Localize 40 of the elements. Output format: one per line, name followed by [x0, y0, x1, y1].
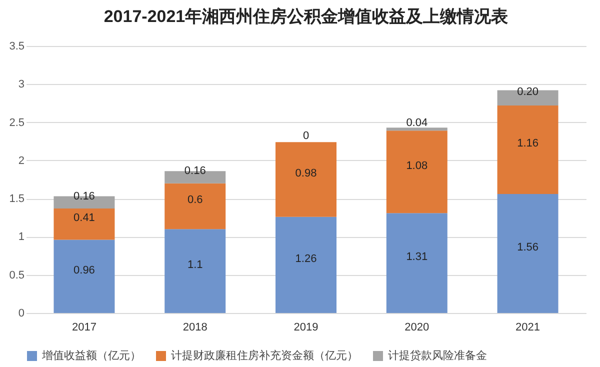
- data-label: 0.04: [406, 117, 428, 130]
- y-tick-label: 0: [18, 308, 24, 320]
- legend-label: 计提财政廉租住房补充资金额（亿元）: [171, 349, 358, 362]
- data-label: 1.31: [406, 251, 428, 264]
- bar: [386, 213, 448, 313]
- data-label: 1.16: [517, 138, 538, 150]
- x-tick-label: 2019: [294, 322, 318, 334]
- bar: [54, 240, 115, 313]
- x-tick-label: 2018: [182, 322, 208, 334]
- data-label: 0.41: [74, 212, 95, 224]
- y-tick-label: 3: [18, 78, 24, 91]
- y-tick-label: 2.5: [9, 116, 24, 129]
- bar: [54, 208, 115, 240]
- legend-label: 计提贷款风险准备金: [388, 349, 487, 362]
- data-label: 1.1: [187, 259, 203, 272]
- y-tick-label: 2: [18, 154, 24, 167]
- bar: [497, 106, 558, 194]
- x-tick-label: 2017: [72, 322, 96, 334]
- data-label: 0: [302, 130, 310, 142]
- bar: [164, 183, 226, 230]
- bar: [386, 130, 448, 214]
- chart-title: 2017-2021年湘西州住房公积金增值收益及上缴情况表: [104, 7, 510, 26]
- y-tick-label: 3.5: [9, 40, 24, 52]
- bar: [386, 128, 448, 131]
- bar: [276, 216, 336, 313]
- data-label: 0.98: [295, 168, 317, 180]
- bar: [276, 142, 336, 217]
- data-label: 0.6: [187, 194, 203, 206]
- bar: [497, 194, 558, 313]
- data-label: 1.26: [295, 252, 317, 265]
- bar: [164, 229, 226, 313]
- y-tick-label: 0.5: [9, 269, 24, 282]
- y-tick-label: 1.5: [9, 193, 24, 206]
- data-label: 1.08: [406, 160, 428, 172]
- data-label: 0.96: [74, 264, 95, 276]
- y-tick-label: 1: [18, 231, 24, 244]
- data-label: 1.56: [517, 241, 538, 254]
- x-tick-label: 2021: [516, 322, 540, 334]
- x-tick-label: 2020: [404, 322, 430, 334]
- legend-label: 增值收益额（亿元）: [41, 349, 141, 362]
